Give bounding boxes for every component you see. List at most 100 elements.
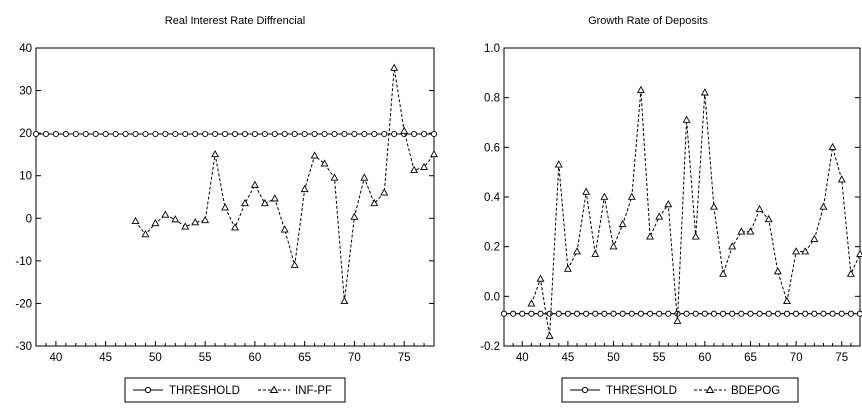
data-point-bdepog (673, 316, 682, 324)
data-point-threshold (281, 130, 288, 138)
legend-threshold-marker (144, 386, 152, 394)
data-point-threshold (829, 310, 836, 317)
series-layer (500, 85, 862, 339)
series-layer (32, 63, 438, 305)
data-point-inf-pf (151, 218, 160, 227)
data-point-threshold (601, 310, 608, 317)
y-tick-label: -20 (15, 298, 32, 310)
x-tick-label: 45 (561, 352, 574, 364)
y-tick-label: 0 (26, 213, 32, 225)
data-point-threshold (152, 130, 159, 138)
data-point-threshold (381, 130, 388, 138)
x-tick-label: 75 (398, 352, 411, 364)
data-point-inf-pf (360, 173, 369, 181)
data-point-bdepog (591, 249, 600, 257)
data-point-bdepog (527, 299, 536, 307)
data-point-bdepog (573, 247, 581, 255)
data-point-threshold (592, 310, 599, 317)
data-point-inf-pf (250, 180, 259, 188)
data-point-bdepog (819, 202, 828, 210)
y-tick-label: -30 (15, 341, 32, 353)
data-point-bdepog (709, 202, 718, 210)
data-point-bdepog (846, 269, 855, 277)
data-point-threshold (720, 310, 727, 317)
legend-series-marker (705, 385, 715, 393)
data-point-threshold (221, 130, 229, 138)
x-tick-label: 55 (199, 352, 212, 364)
data-point-threshold (271, 130, 278, 138)
data-point-threshold (793, 310, 800, 317)
data-point-threshold (647, 310, 654, 317)
data-point-bdepog (719, 269, 728, 277)
data-point-threshold (82, 130, 89, 138)
x-axis: 40 45 50 55 60 65 70 75 (503, 341, 861, 364)
x-tick-label: 50 (149, 352, 162, 364)
data-point-inf-pf (390, 63, 399, 71)
data-point-inf-pf (350, 212, 359, 220)
data-point-bdepog (682, 115, 691, 123)
legend-series-marker (269, 385, 279, 393)
data-point-threshold (692, 310, 699, 317)
data-point-inf-pf (270, 194, 279, 202)
data-point-bdepog (773, 267, 782, 275)
data-point-threshold (391, 130, 398, 138)
chart-title: Growth Rate of Deposits (588, 15, 708, 27)
data-point-threshold (510, 310, 517, 317)
data-point-threshold (172, 130, 179, 138)
data-point-threshold (341, 130, 348, 138)
y-tick-label: 0.8 (484, 93, 500, 105)
data-point-threshold (555, 310, 562, 317)
x-tick-label: 75 (835, 352, 848, 364)
data-point-bdepog (792, 247, 801, 255)
legend-threshold-label: THRESHOLD (169, 385, 240, 397)
data-point-threshold (765, 310, 772, 317)
data-point-bdepog (554, 160, 563, 168)
data-point-threshold (637, 310, 644, 317)
data-point-threshold (311, 130, 318, 138)
data-point-threshold (656, 310, 663, 317)
x-tick-label: 40 (50, 352, 63, 364)
data-point-threshold (102, 130, 109, 138)
data-point-bdepog (810, 234, 819, 242)
data-point-threshold (628, 310, 635, 317)
data-point-inf-pf (201, 215, 210, 224)
data-point-bdepog (764, 214, 773, 223)
data-point-inf-pf (280, 225, 289, 233)
legend-threshold-marker (581, 386, 589, 394)
chart-title: Real Interest Rate Diffrencial (165, 15, 305, 27)
data-point-threshold (142, 130, 149, 138)
data-point-inf-pf (420, 162, 429, 170)
data-point-threshold (132, 130, 139, 138)
data-point-bdepog (655, 212, 664, 220)
data-point-inf-pf (211, 149, 220, 158)
plot-frame (503, 47, 861, 347)
data-point-threshold (202, 130, 209, 138)
data-point-bdepog (609, 242, 618, 250)
data-point-threshold (738, 310, 745, 317)
data-point-bdepog (691, 232, 700, 240)
data-point-threshold (32, 130, 40, 138)
data-point-threshold (420, 130, 428, 138)
data-point-threshold (856, 310, 862, 317)
data-point-threshold (838, 310, 845, 317)
x-tick-label: 70 (348, 352, 361, 364)
y-tick-label: 0.6 (484, 142, 500, 154)
data-point-inf-pf (330, 173, 339, 181)
data-point-threshold (182, 130, 189, 138)
data-point-threshold (683, 310, 690, 317)
data-point-bdepog (618, 219, 627, 228)
x-tick-label: 60 (698, 352, 711, 364)
data-point-threshold (301, 130, 308, 138)
x-tick-label: 45 (99, 352, 112, 364)
data-point-bdepog (582, 187, 591, 195)
data-point-threshold (847, 310, 854, 317)
data-point-threshold (747, 310, 754, 317)
data-point-bdepog (545, 331, 554, 339)
legend: THRESHOLD BDEPOG (561, 377, 799, 403)
data-point-threshold (52, 130, 59, 138)
data-point-bdepog (783, 296, 791, 305)
data-point-bdepog (728, 242, 737, 250)
data-point-threshold (291, 130, 298, 138)
data-point-threshold (701, 310, 708, 317)
data-point-threshold (610, 310, 617, 317)
